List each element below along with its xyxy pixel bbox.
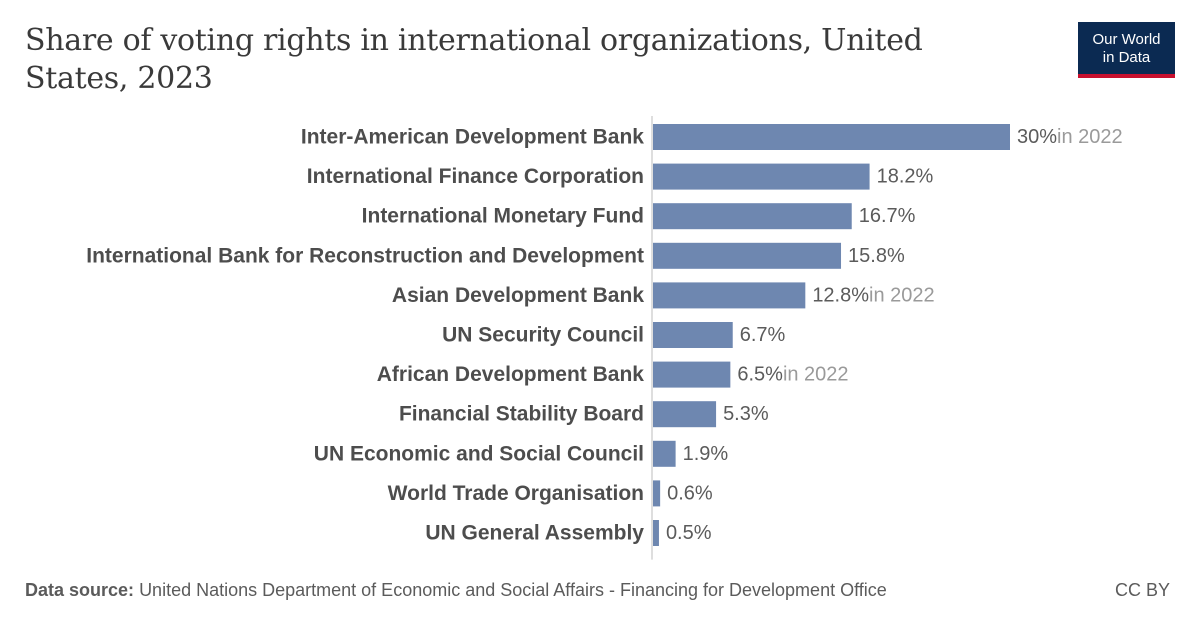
chart-title: Share of voting rights in international … [25, 23, 923, 96]
category-label: Asian Development Bank [392, 284, 644, 307]
value-label: 16.7% [859, 205, 916, 227]
bar[interactable] [653, 440, 676, 467]
logo-line-1: Our World [1092, 31, 1161, 48]
year-note: in 2022 [1057, 126, 1123, 148]
year-note: in 2022 [869, 284, 935, 306]
year-note: in 2022 [783, 364, 849, 386]
bar[interactable] [653, 480, 661, 507]
bar[interactable] [653, 401, 717, 428]
bar[interactable] [653, 520, 659, 546]
category-label: UN General Assembly [425, 522, 644, 545]
data-source-text[interactable]: United Nations Department of Economic an… [139, 580, 887, 600]
category-label: Inter-American Development Bank [301, 126, 644, 149]
category-label: International Finance Corporation [307, 165, 644, 188]
category-label: World Trade Organisation [388, 482, 644, 505]
value-label: 12.8%in 2022 [812, 284, 934, 306]
bar-chart: Inter-American Development Bank 30%in 202… [86, 116, 1123, 560]
value-label: 0.6% [667, 482, 713, 504]
bar[interactable] [653, 203, 852, 230]
bar[interactable] [653, 242, 842, 269]
bar[interactable] [653, 163, 870, 190]
value-label: 6.7% [740, 324, 786, 346]
value-label: 5.3% [723, 403, 769, 425]
category-label: UN Security Council [442, 324, 644, 347]
value-label: 1.9% [683, 443, 729, 465]
value-label: 6.5%in 2022 [737, 364, 848, 386]
category-label: International Bank for Reconstruction an… [86, 244, 644, 267]
bar[interactable] [653, 282, 806, 309]
value-label: 0.5% [666, 522, 712, 544]
bar[interactable] [653, 361, 731, 388]
category-label: International Monetary Fund [362, 205, 644, 228]
data-source-label: Data source: [25, 580, 135, 600]
logo-line-2: in Data [1102, 49, 1151, 66]
value-label: 18.2% [877, 166, 934, 188]
owid-logo[interactable]: Our World in Data [1078, 22, 1175, 78]
bar[interactable] [653, 124, 1010, 150]
data-source: Data source: United Nations Department o… [25, 580, 887, 601]
category-label: Financial Stability Board [399, 403, 644, 426]
value-label: 30%in 2022 [1017, 126, 1123, 148]
category-label: African Development Bank [377, 363, 645, 386]
category-label: UN Economic and Social Council [314, 442, 644, 465]
bar[interactable] [653, 322, 733, 348]
value-label: 15.8% [848, 245, 905, 267]
license-label[interactable]: CC BY [1114, 580, 1170, 600]
